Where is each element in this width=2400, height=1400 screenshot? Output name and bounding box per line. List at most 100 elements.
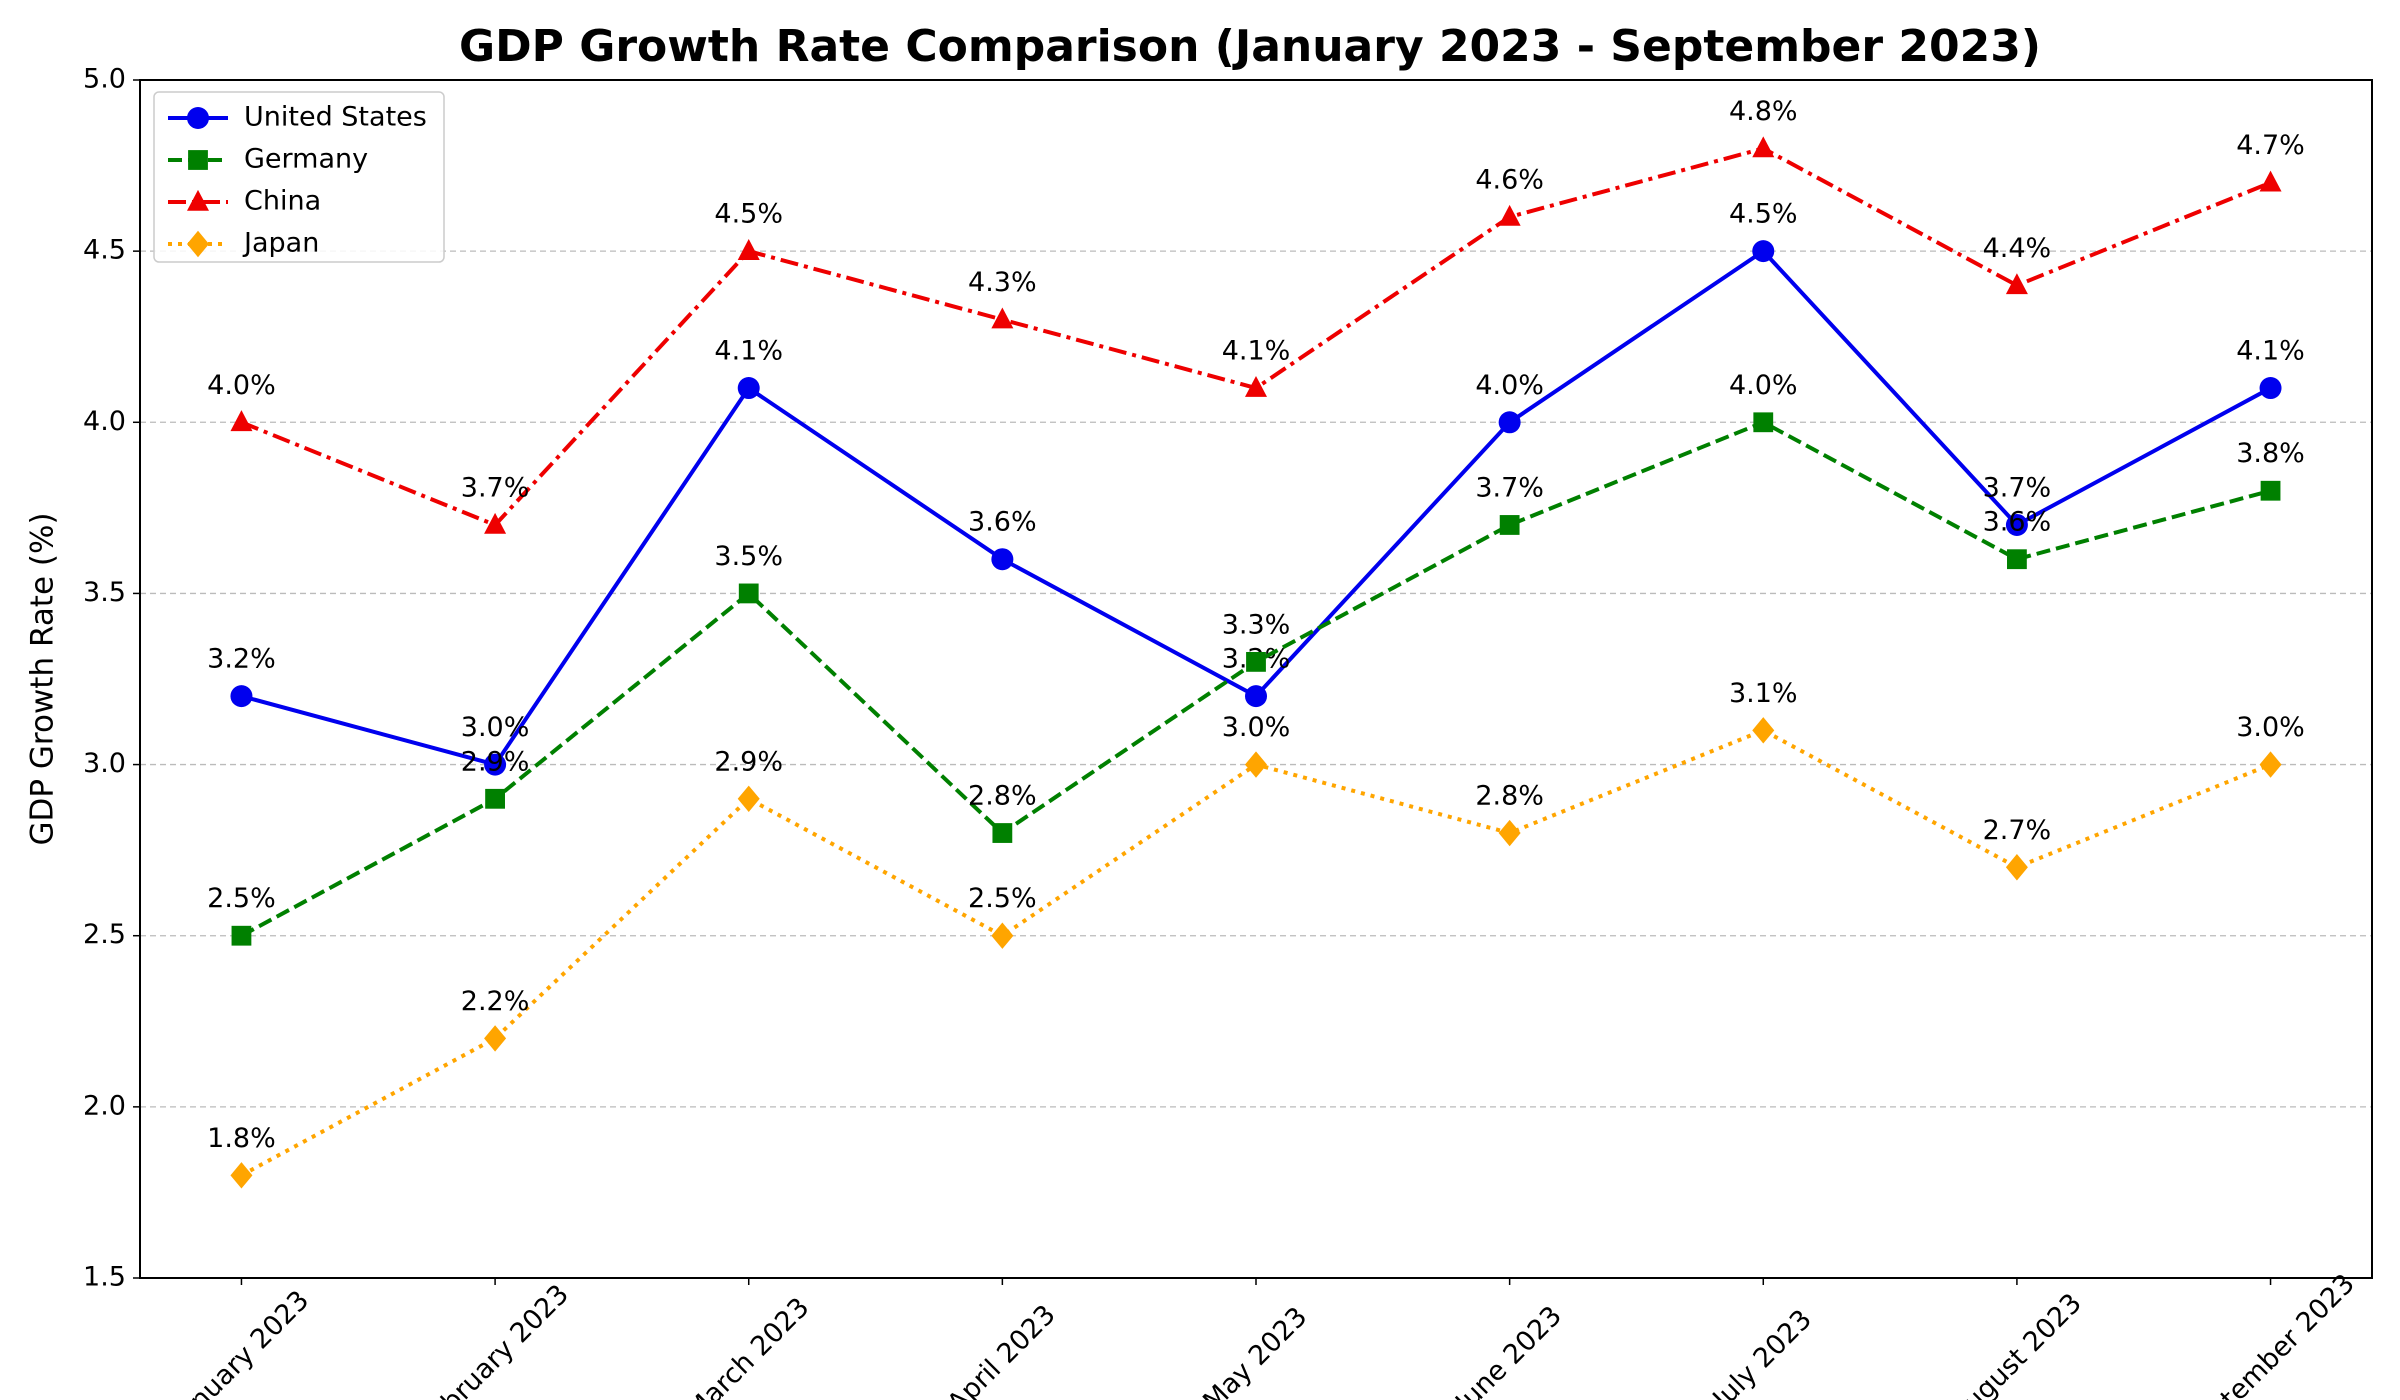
marker xyxy=(1498,819,1521,847)
y-tick-label: 2.0 xyxy=(83,1090,126,1121)
marker xyxy=(1498,204,1521,226)
y-tick-label: 3.0 xyxy=(83,748,126,779)
marker xyxy=(1499,515,1520,535)
marker xyxy=(484,753,507,776)
value-label: 3.2% xyxy=(207,644,276,675)
value-label: 4.1% xyxy=(714,336,783,367)
value-label: 3.0% xyxy=(2236,712,2305,743)
value-label: 4.0% xyxy=(207,370,276,401)
y-tick-label: 2.5 xyxy=(83,919,126,950)
value-label: 2.5% xyxy=(968,883,1037,914)
value-label: 3.0% xyxy=(1222,712,1291,743)
value-label: 3.8% xyxy=(2236,438,2305,469)
chart-title: GDP Growth Rate Comparison (January 2023… xyxy=(459,21,2041,72)
x-tick-label: April 2023 xyxy=(942,1299,1062,1400)
value-label: 2.8% xyxy=(968,781,1037,812)
marker xyxy=(1245,751,1267,778)
marker xyxy=(1245,685,1267,708)
x-tick-label: March 2023 xyxy=(681,1292,816,1400)
marker xyxy=(1245,375,1267,397)
marker xyxy=(2259,377,2282,400)
value-label: 2.9% xyxy=(461,746,530,777)
marker xyxy=(1498,411,1521,434)
marker xyxy=(2260,480,2281,501)
marker xyxy=(737,785,760,812)
marker xyxy=(1752,136,1775,158)
legend-marker xyxy=(187,189,209,211)
value-label: 4.5% xyxy=(1729,199,1798,230)
x-tick-label: January 2023 xyxy=(165,1285,315,1400)
y-tick-label: 3.5 xyxy=(83,577,126,608)
legend-label: China xyxy=(244,186,321,217)
value-label: 3.6% xyxy=(1983,507,2052,538)
legend-box xyxy=(153,91,445,263)
value-label: 4.1% xyxy=(2236,336,2305,367)
legend-label: United States xyxy=(244,102,427,133)
marker xyxy=(230,685,253,708)
marker xyxy=(2259,170,2282,192)
x-tick-label: June 2023 xyxy=(1448,1300,1568,1400)
legend-label: Germany xyxy=(244,144,368,175)
value-label: 4.0% xyxy=(1729,370,1798,401)
value-label: 4.3% xyxy=(968,267,1037,298)
value-label: 3.5% xyxy=(714,541,783,572)
value-label: 3.7% xyxy=(1983,472,2052,503)
x-tick-label: September 2023 xyxy=(2179,1268,2361,1400)
value-label: 4.1% xyxy=(1222,336,1291,367)
marker xyxy=(1752,717,1775,744)
value-label: 2.2% xyxy=(461,986,530,1017)
value-label: 4.7% xyxy=(2236,130,2305,161)
marker xyxy=(1753,412,1774,433)
series-line xyxy=(240,420,2272,938)
marker xyxy=(230,1162,253,1189)
plot-frame xyxy=(139,79,2373,1279)
marker xyxy=(485,788,505,809)
value-label: 3.3% xyxy=(1222,609,1291,640)
legend-marker xyxy=(187,107,209,129)
x-tick-label: February 2023 xyxy=(414,1279,575,1400)
marker xyxy=(992,823,1013,843)
y-tick-label: 4.5 xyxy=(83,235,126,266)
value-label: 2.5% xyxy=(207,883,276,914)
y-axis-label: GDP Growth Rate (%) xyxy=(25,512,61,845)
marker xyxy=(737,377,760,400)
value-label: 2.9% xyxy=(714,746,783,777)
value-label: 4.0% xyxy=(1475,370,1544,401)
x-tick-label: August 2023 xyxy=(1945,1288,2088,1400)
marker xyxy=(991,922,1014,949)
legend-label: Japan xyxy=(242,228,319,259)
value-label: 4.4% xyxy=(1983,233,2052,264)
value-label: 3.0% xyxy=(461,712,530,743)
value-label: 3.7% xyxy=(461,472,530,503)
marker xyxy=(2005,854,2028,881)
marker xyxy=(231,925,252,946)
value-label: 3.6% xyxy=(968,507,1037,538)
series-line xyxy=(240,728,2272,1178)
x-tick-label: May 2023 xyxy=(1197,1301,1313,1400)
marker xyxy=(2007,549,2027,570)
value-label: 3.1% xyxy=(1729,678,1798,709)
value-label: 4.6% xyxy=(1475,164,1544,195)
marker xyxy=(484,1025,507,1052)
marker xyxy=(230,410,253,432)
value-label: 2.8% xyxy=(1475,781,1544,812)
value-label: 4.5% xyxy=(714,199,783,230)
y-tick-label: 4.0 xyxy=(83,406,126,437)
marker xyxy=(2005,273,2028,295)
x-tick-label: July 2023 xyxy=(1706,1304,1818,1400)
marker xyxy=(2259,751,2282,778)
legend-marker xyxy=(187,230,209,258)
legend-marker xyxy=(188,150,208,170)
marker xyxy=(1752,240,1775,263)
value-label: 2.7% xyxy=(1983,815,2052,846)
marker xyxy=(737,239,760,260)
y-tick-label: 1.5 xyxy=(83,1262,126,1293)
value-label: 1.8% xyxy=(207,1123,276,1154)
marker xyxy=(991,548,1014,571)
value-label: 4.8% xyxy=(1729,96,1798,127)
marker xyxy=(1246,651,1266,672)
y-tick-label: 5.0 xyxy=(83,64,126,95)
marker xyxy=(738,583,759,604)
